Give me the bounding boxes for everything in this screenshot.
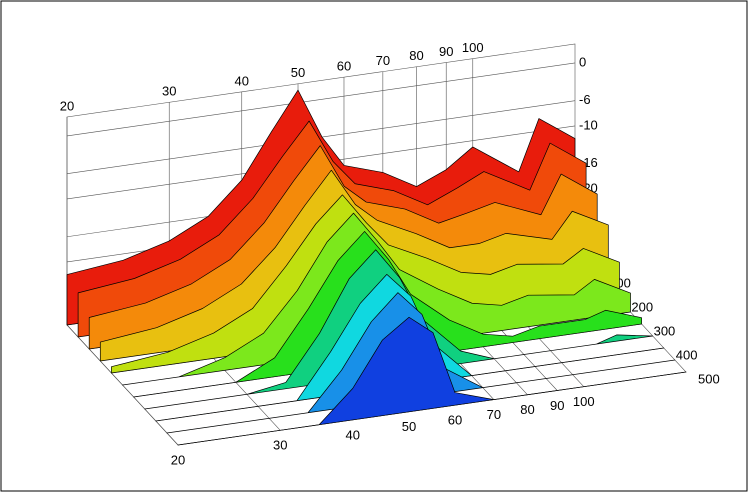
y-tick-label: 0	[579, 54, 586, 69]
x-tick-label: 30	[273, 438, 287, 453]
x-tick-label: 40	[346, 427, 360, 442]
x-tick-label: 100	[462, 40, 484, 55]
z-tick-label: 200	[631, 299, 653, 314]
x-tick-label: 100	[573, 394, 595, 409]
slice	[177, 316, 687, 446]
x-tick-label: 70	[487, 407, 501, 422]
x-tick-label: 80	[520, 402, 534, 417]
x-tick-label: 50	[291, 65, 305, 80]
z-tick-label: 400	[676, 347, 698, 362]
x-tick-label: 90	[439, 44, 453, 59]
y-tick-label: -10	[579, 117, 598, 132]
x-tick-label: 60	[448, 413, 462, 428]
x-tick-label: 20	[171, 452, 185, 467]
y-tick-label: -6	[579, 92, 591, 107]
x-tick-label: 20	[60, 98, 74, 113]
z-tick-label: 500	[698, 371, 720, 386]
x-tick-label: 50	[402, 419, 416, 434]
x-tick-label: 40	[235, 73, 249, 88]
grid-line	[66, 62, 576, 137]
x-tick-label: 30	[162, 84, 176, 99]
x-tick-label: 90	[550, 398, 564, 413]
x-tick-label: 70	[376, 53, 390, 68]
x-tick-label: 80	[409, 48, 423, 63]
z-tick-label: 300	[654, 323, 676, 338]
x-tick-label: 60	[337, 59, 351, 74]
